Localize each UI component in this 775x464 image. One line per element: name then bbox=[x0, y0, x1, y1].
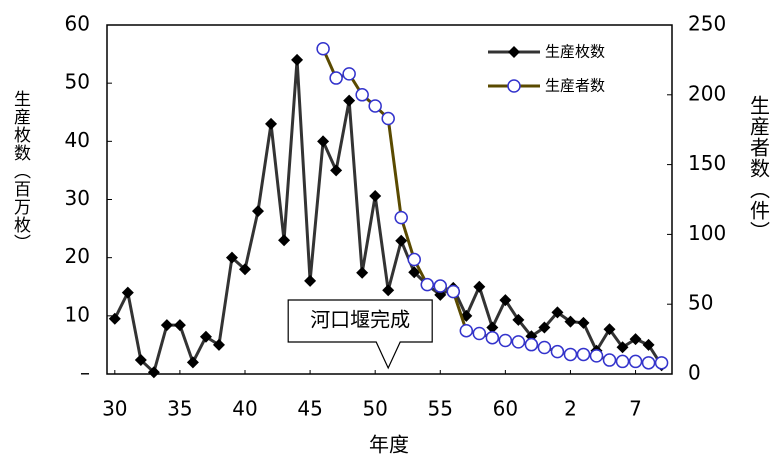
y-tick-label: 30 bbox=[65, 186, 90, 210]
point bbox=[538, 321, 551, 334]
point bbox=[564, 315, 577, 328]
legend-marker bbox=[508, 46, 520, 58]
point bbox=[356, 266, 369, 279]
point bbox=[577, 316, 590, 329]
point bbox=[473, 280, 486, 293]
annotation-text: 河口堰完成 bbox=[310, 308, 410, 332]
point bbox=[147, 366, 160, 379]
series bbox=[316, 41, 669, 370]
point bbox=[407, 252, 421, 267]
point bbox=[408, 266, 421, 279]
x-tick-label: 50 bbox=[362, 397, 387, 421]
y-tick-label: 60 bbox=[65, 12, 90, 36]
point bbox=[121, 286, 134, 299]
x-tick-label: 45 bbox=[297, 397, 322, 421]
x-tick-label: 35 bbox=[167, 397, 192, 421]
point bbox=[641, 356, 656, 370]
point bbox=[550, 344, 565, 359]
y2-tick-label: 50 bbox=[688, 291, 713, 315]
y-tick-label: 10 bbox=[65, 302, 90, 326]
y-tick-label: 20 bbox=[65, 244, 90, 268]
point bbox=[394, 210, 408, 225]
y2-tick-label: 0 bbox=[688, 361, 701, 385]
x-tick-label: 60 bbox=[493, 397, 518, 421]
y-tick-label: 40 bbox=[65, 128, 90, 152]
annotation: 河口堰完成 bbox=[287, 299, 433, 370]
point bbox=[395, 234, 408, 247]
y2-tick-label: 150 bbox=[688, 151, 726, 175]
point bbox=[498, 333, 513, 348]
series bbox=[108, 53, 668, 379]
point bbox=[225, 251, 238, 264]
x-axis-title: 年度 bbox=[369, 433, 409, 457]
x-tick-label: 30 bbox=[102, 397, 127, 421]
point bbox=[511, 335, 526, 349]
x-tick-label: 2 bbox=[564, 397, 577, 421]
point bbox=[160, 319, 173, 332]
point bbox=[265, 117, 278, 130]
point bbox=[381, 111, 395, 126]
point bbox=[278, 234, 291, 247]
point bbox=[343, 94, 356, 107]
point bbox=[369, 190, 382, 203]
point bbox=[108, 312, 121, 325]
x-tick-label: 55 bbox=[428, 397, 453, 421]
legend-label: 生産枚数 bbox=[545, 43, 605, 61]
point bbox=[446, 284, 461, 299]
x-tick-label: 40 bbox=[232, 397, 257, 421]
point bbox=[615, 354, 630, 369]
point bbox=[589, 349, 604, 363]
point bbox=[576, 347, 591, 362]
point bbox=[329, 71, 343, 85]
y-tick-label: – bbox=[80, 361, 90, 385]
point bbox=[485, 330, 500, 345]
y2-tick-label: 200 bbox=[688, 81, 726, 105]
point bbox=[342, 67, 356, 81]
point bbox=[238, 263, 251, 276]
point bbox=[628, 354, 643, 369]
y-axis-title: 生産枚数（百万枚） bbox=[10, 90, 31, 252]
point bbox=[433, 279, 448, 293]
point bbox=[382, 284, 395, 297]
point bbox=[459, 323, 474, 338]
point bbox=[602, 353, 617, 367]
point bbox=[472, 326, 487, 341]
annotation-callout bbox=[287, 299, 433, 370]
y2-tick-label: 250 bbox=[688, 12, 726, 36]
point bbox=[603, 323, 616, 336]
point bbox=[199, 330, 212, 343]
point bbox=[212, 338, 225, 351]
point bbox=[368, 99, 382, 113]
point bbox=[616, 341, 629, 354]
point bbox=[512, 313, 525, 326]
point bbox=[134, 354, 147, 367]
point bbox=[304, 274, 317, 287]
point bbox=[499, 294, 512, 307]
x-tick-label: 7 bbox=[629, 397, 642, 421]
point bbox=[316, 41, 330, 56]
point bbox=[537, 340, 552, 355]
legend-marker bbox=[507, 79, 521, 93]
point bbox=[317, 135, 330, 148]
point bbox=[524, 337, 539, 352]
point bbox=[173, 319, 186, 332]
point bbox=[252, 205, 265, 218]
point bbox=[186, 356, 199, 369]
y-tick-label: 50 bbox=[65, 70, 90, 94]
y2-tick-label: 100 bbox=[688, 221, 726, 245]
point bbox=[642, 338, 655, 351]
point bbox=[654, 356, 669, 370]
point bbox=[291, 53, 304, 66]
point bbox=[486, 321, 499, 334]
point bbox=[355, 88, 369, 102]
legend-label: 生産者数 bbox=[545, 77, 605, 95]
point bbox=[563, 347, 578, 362]
point bbox=[330, 164, 343, 177]
y2-axis-title: 生産者数（件） bbox=[747, 95, 771, 242]
point bbox=[551, 306, 564, 319]
point bbox=[420, 277, 435, 292]
point bbox=[629, 333, 642, 346]
